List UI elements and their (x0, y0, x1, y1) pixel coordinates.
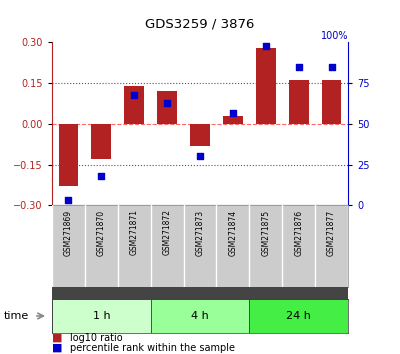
Text: 4 h: 4 h (191, 311, 209, 321)
Text: GDS3259 / 3876: GDS3259 / 3876 (145, 18, 255, 31)
Text: 1 h: 1 h (92, 311, 110, 321)
Text: percentile rank within the sample: percentile rank within the sample (70, 343, 235, 353)
Point (262, 43, 269, 48)
Text: GSM271877: GSM271877 (327, 209, 336, 256)
Text: GSM271873: GSM271873 (196, 209, 204, 256)
Bar (223, 116, 243, 124)
Text: ■: ■ (52, 333, 62, 343)
Point (98, 173, 104, 179)
Point (296, 64, 302, 70)
Text: ■: ■ (52, 343, 62, 353)
Point (164, 100, 170, 105)
Bar (249, 299, 348, 333)
Point (328, 64, 335, 70)
Text: GSM271876: GSM271876 (294, 209, 303, 256)
Bar (289, 80, 308, 124)
Point (65, 198, 72, 203)
Text: GSM271869: GSM271869 (64, 209, 73, 256)
Bar (190, 124, 210, 145)
Bar (157, 91, 177, 124)
Text: 24 h: 24 h (286, 311, 311, 321)
Text: GSM271874: GSM271874 (228, 209, 237, 256)
Point (131, 92, 138, 97)
Text: GSM271875: GSM271875 (261, 209, 270, 256)
Bar (92, 124, 111, 159)
Text: 100%: 100% (320, 31, 348, 41)
Text: log10 ratio: log10 ratio (70, 333, 123, 343)
Bar (322, 80, 342, 124)
Point (197, 154, 203, 159)
Point (230, 110, 236, 115)
Text: GSM271871: GSM271871 (130, 209, 139, 255)
Bar (151, 299, 249, 333)
Text: time: time (4, 311, 29, 321)
Bar (124, 86, 144, 124)
Bar (256, 48, 276, 124)
Bar (58, 124, 78, 186)
Text: GSM271870: GSM271870 (97, 209, 106, 256)
Text: GSM271872: GSM271872 (163, 209, 172, 255)
Bar (52, 299, 151, 333)
